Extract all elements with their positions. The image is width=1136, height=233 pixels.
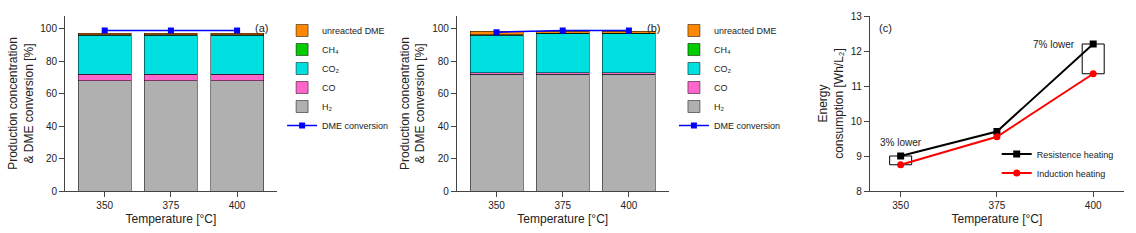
svg-text:375: 375 bbox=[989, 200, 1006, 211]
svg-text:Production concentration& DME: Production concentration& DME conversion… bbox=[398, 37, 428, 170]
svg-text:Induction heating: Induction heating bbox=[1037, 169, 1106, 179]
svg-text:10: 10 bbox=[851, 116, 863, 127]
svg-text:Temperature [°C]: Temperature [°C] bbox=[517, 212, 608, 226]
svg-text:13: 13 bbox=[851, 11, 863, 22]
svg-text:CH₄: CH₄ bbox=[714, 45, 731, 55]
svg-text:Resistence heating: Resistence heating bbox=[1037, 150, 1114, 160]
svg-text:0: 0 bbox=[443, 186, 449, 197]
svg-text:40: 40 bbox=[46, 121, 58, 132]
svg-text:12: 12 bbox=[851, 46, 863, 57]
svg-text:100: 100 bbox=[40, 23, 57, 34]
svg-text:100: 100 bbox=[432, 23, 449, 34]
svg-text:20: 20 bbox=[46, 153, 58, 164]
svg-text:CO: CO bbox=[714, 83, 728, 93]
svg-text:80: 80 bbox=[438, 56, 450, 67]
svg-text:H₂: H₂ bbox=[322, 102, 332, 112]
svg-text:DME conversion: DME conversion bbox=[322, 121, 388, 131]
svg-text:40: 40 bbox=[438, 121, 450, 132]
svg-text:CO₂: CO₂ bbox=[322, 64, 340, 74]
svg-text:7% lower: 7% lower bbox=[1033, 39, 1075, 50]
svg-text:60: 60 bbox=[46, 88, 58, 99]
svg-text:Energyconsumption [Wh/L₂]: Energyconsumption [Wh/L₂] bbox=[816, 48, 846, 159]
svg-text:CO: CO bbox=[322, 83, 336, 93]
svg-text:9: 9 bbox=[856, 151, 862, 162]
svg-text:8: 8 bbox=[856, 186, 862, 197]
svg-text:400: 400 bbox=[1085, 200, 1102, 211]
svg-text:(b): (b) bbox=[647, 22, 660, 34]
svg-text:11: 11 bbox=[851, 81, 862, 92]
svg-text:400: 400 bbox=[621, 200, 638, 211]
svg-text:unreacted DME: unreacted DME bbox=[322, 26, 385, 36]
svg-text:350: 350 bbox=[488, 200, 505, 211]
svg-text:CO₂: CO₂ bbox=[714, 64, 732, 74]
svg-text:Temperature [°C]: Temperature [°C] bbox=[951, 212, 1042, 226]
svg-text:CH₄: CH₄ bbox=[322, 45, 339, 55]
svg-text:(a): (a) bbox=[255, 22, 268, 34]
svg-text:350: 350 bbox=[96, 200, 113, 211]
svg-text:H₂: H₂ bbox=[714, 102, 724, 112]
svg-text:350: 350 bbox=[892, 200, 909, 211]
svg-text:20: 20 bbox=[438, 153, 450, 164]
svg-text:375: 375 bbox=[163, 200, 180, 211]
svg-text:(c): (c) bbox=[879, 22, 892, 34]
svg-text:DME conversion: DME conversion bbox=[714, 121, 780, 131]
svg-text:375: 375 bbox=[554, 200, 571, 211]
svg-text:60: 60 bbox=[438, 88, 450, 99]
svg-text:0: 0 bbox=[51, 186, 57, 197]
svg-text:unreacted DME: unreacted DME bbox=[714, 26, 777, 36]
svg-text:400: 400 bbox=[229, 200, 246, 211]
svg-text:Production concentration& DME: Production concentration& DME conversion… bbox=[6, 37, 36, 170]
svg-text:80: 80 bbox=[46, 56, 58, 67]
svg-text:Temperature [°C]: Temperature [°C] bbox=[125, 212, 216, 226]
svg-text:3% lower: 3% lower bbox=[880, 137, 922, 148]
